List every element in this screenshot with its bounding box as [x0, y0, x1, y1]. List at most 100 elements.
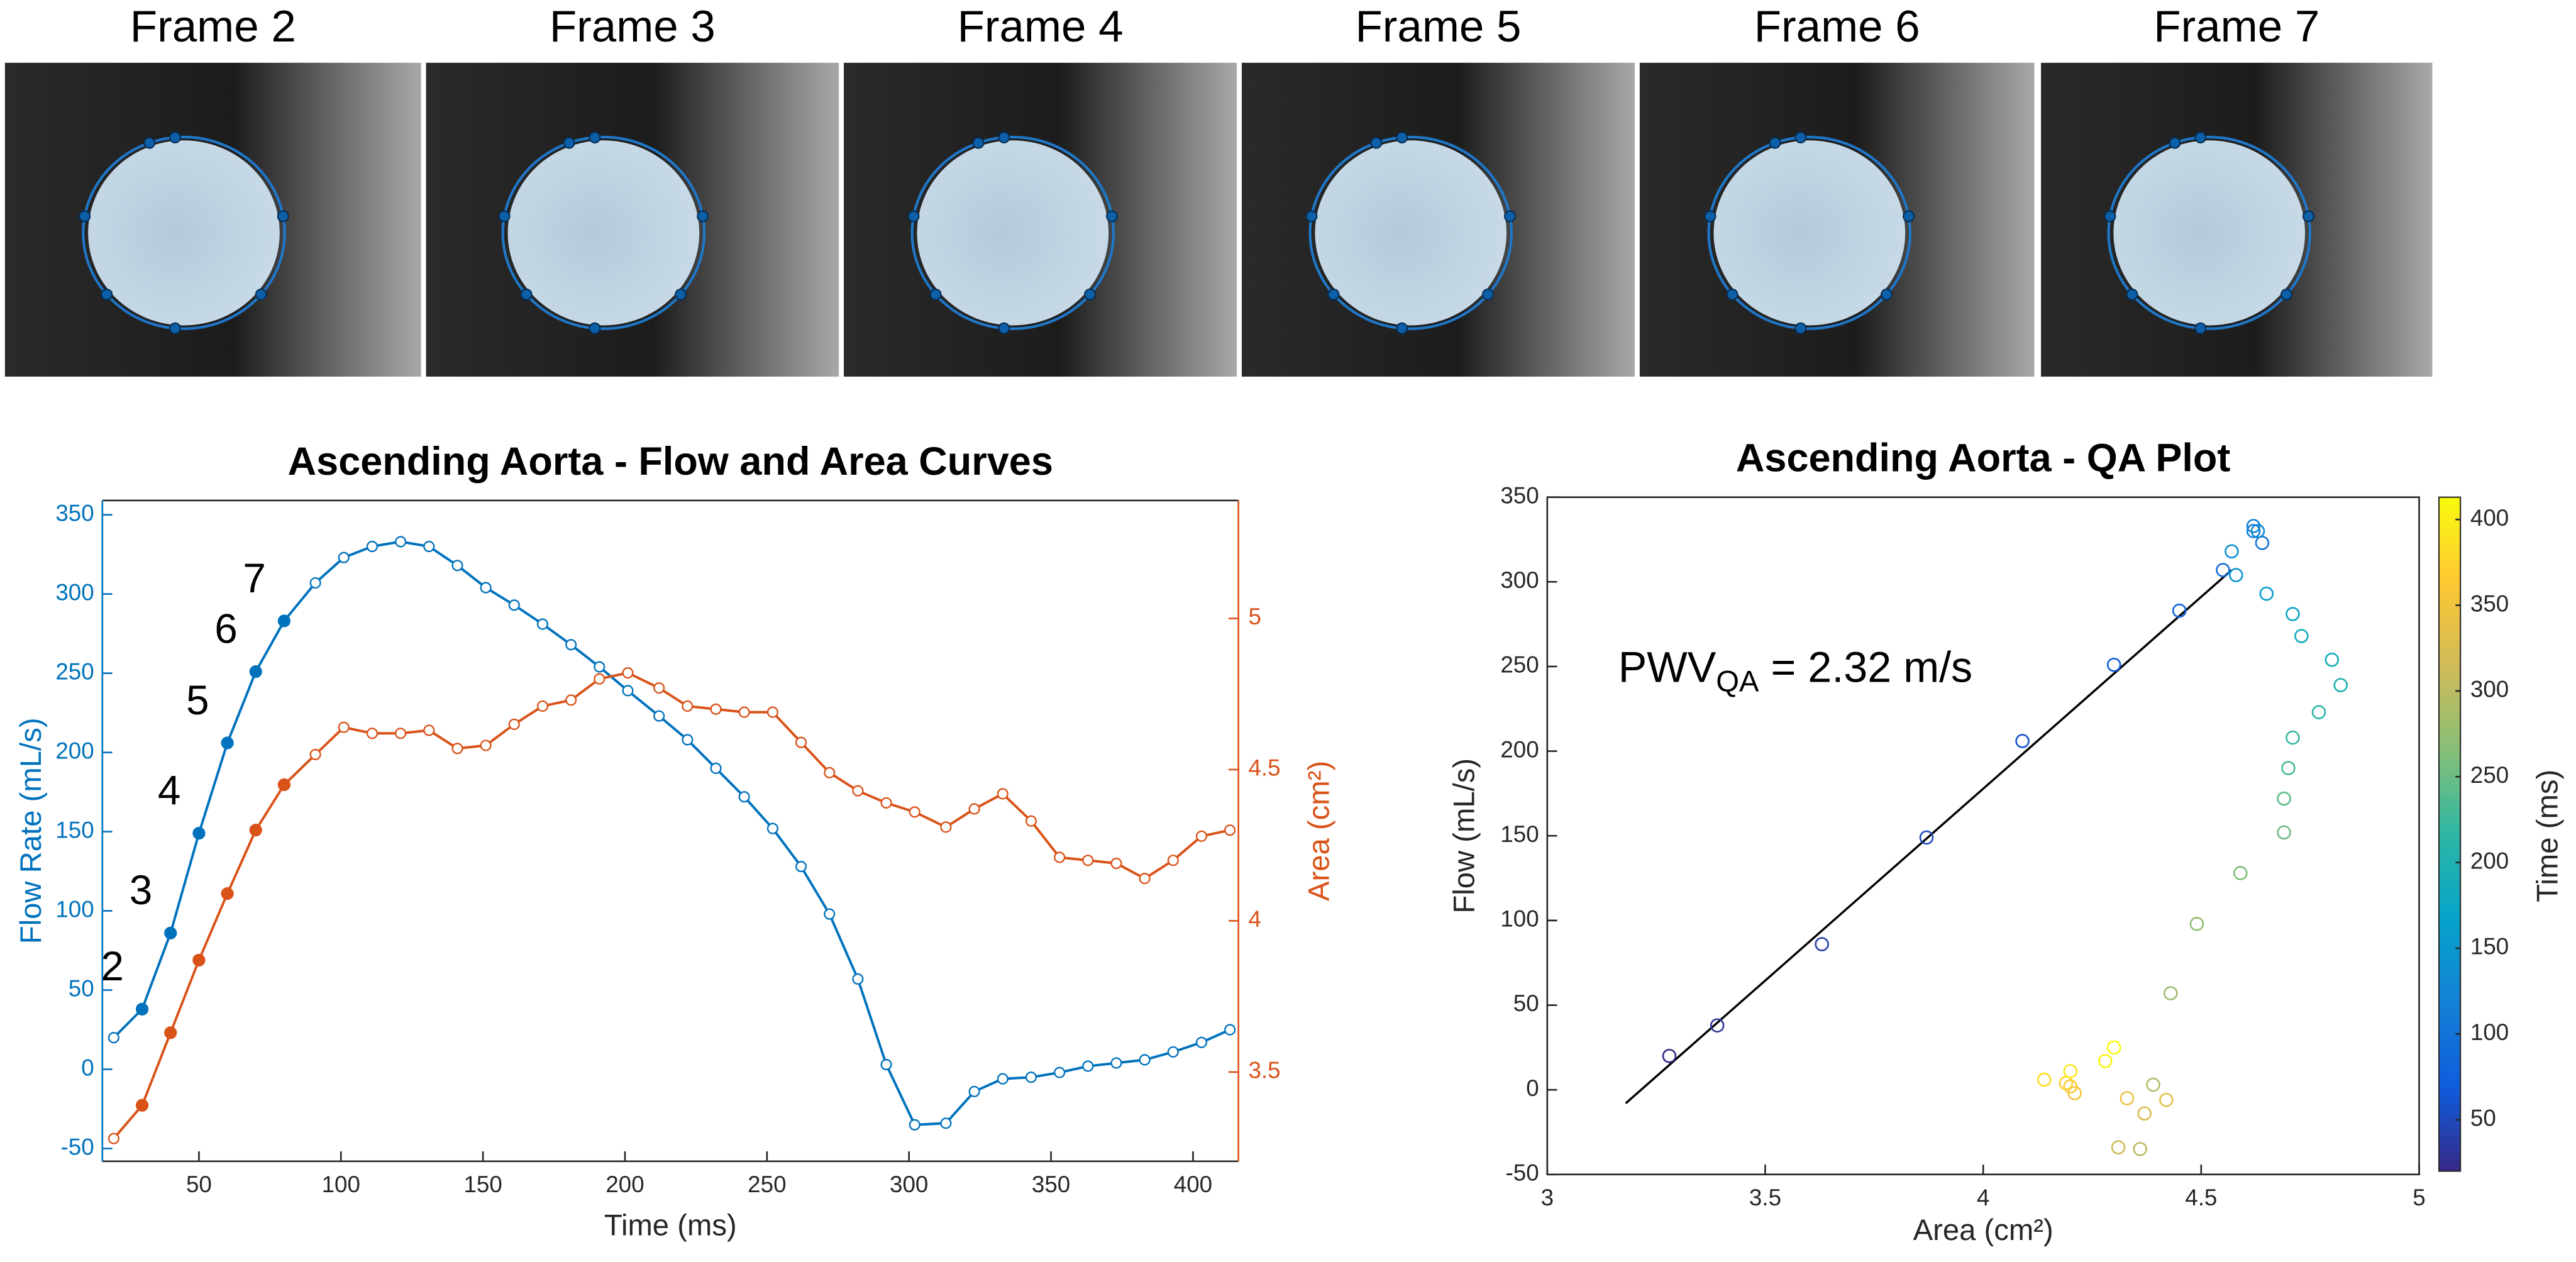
series-line	[113, 540, 1230, 1126]
contour-point	[1482, 288, 1494, 301]
data-point	[824, 908, 836, 920]
colorbar-tick-label: 400	[2470, 505, 2509, 531]
x-axis-label: Time (ms)	[604, 1209, 737, 1242]
data-point	[653, 682, 665, 694]
pwv-value: = 2.32 m/s	[1759, 644, 1973, 692]
x-tick-label: 4.5	[2185, 1185, 2217, 1210]
contour-point	[2169, 136, 2181, 149]
chart-title: Ascending Aorta - Flow and Area Curves	[288, 440, 1053, 484]
contour-point	[1327, 288, 1340, 301]
data-point	[1082, 855, 1094, 866]
y-tick-label: 200	[1500, 736, 1539, 762]
data-point	[852, 785, 864, 797]
contour-point	[998, 131, 1010, 144]
x-tick-label: 400	[1174, 1171, 1212, 1197]
data-point	[277, 614, 291, 628]
x-tick-label: 250	[748, 1171, 786, 1197]
scatter-point	[2277, 791, 2291, 806]
contour-point	[1305, 210, 1318, 223]
data-point	[565, 639, 577, 651]
contour-point	[675, 288, 687, 301]
data-point	[451, 743, 463, 755]
scatter-point	[2277, 825, 2291, 840]
contour-point	[2280, 288, 2292, 301]
contour-point	[589, 322, 601, 335]
data-point	[423, 540, 435, 553]
y-tick-label: 300	[1500, 567, 1539, 593]
data-point	[880, 797, 892, 809]
contour-point	[998, 322, 1010, 335]
frame-label: Frame 3	[550, 2, 716, 52]
data-point	[940, 1117, 952, 1129]
x-tick-label: 300	[890, 1171, 928, 1197]
contour-point	[2302, 210, 2314, 223]
data-point	[423, 724, 435, 736]
data-point	[738, 791, 750, 803]
y-tick-label: 150	[55, 817, 94, 843]
y-tick-label: 350	[55, 500, 94, 526]
data-point	[309, 577, 321, 589]
scatter-point	[2286, 730, 2300, 745]
y-tick-label: 50	[69, 975, 94, 1001]
scatter-point	[2159, 1092, 2174, 1107]
data-point	[277, 778, 291, 792]
data-point	[480, 582, 492, 594]
y-tick-label: 300	[55, 579, 94, 605]
frame-label: Frame 6	[1754, 2, 1920, 52]
scatter-point	[2146, 1077, 2160, 1092]
data-point	[135, 1002, 149, 1016]
contour-point	[589, 131, 601, 144]
data-point	[338, 551, 350, 563]
data-point	[192, 827, 206, 840]
data-point	[594, 673, 605, 685]
y-tick-label: 250	[1500, 652, 1539, 678]
pwv-annotation: PWVQA = 2.32 m/s	[1618, 644, 1972, 699]
scatter-point	[2324, 652, 2340, 667]
data-point	[594, 661, 605, 673]
x-tick-label: 3	[1541, 1185, 1554, 1210]
data-point	[366, 728, 379, 739]
contour-point	[2194, 322, 2207, 335]
data-point	[997, 1073, 1009, 1085]
x-tick-label: 5	[2413, 1185, 2425, 1210]
scatter-point	[2172, 603, 2187, 618]
frame-label: Frame 4	[958, 2, 1124, 52]
scatter-point	[2281, 761, 2296, 775]
y2-axis-label: Area (cm²)	[1303, 761, 1336, 901]
vessel-contour	[501, 135, 706, 330]
data-point	[880, 1058, 892, 1071]
contour-point	[169, 131, 181, 144]
data-point	[968, 1085, 980, 1097]
data-point	[1195, 830, 1208, 842]
data-point	[536, 700, 549, 712]
data-point	[968, 803, 980, 815]
scatter-point	[2137, 1106, 2152, 1121]
colorbar-label: Time (ms)	[2531, 770, 2564, 902]
data-point	[508, 718, 520, 730]
contour-point	[143, 136, 156, 149]
data-point	[1195, 1036, 1208, 1048]
y-tick-label: -50	[61, 1134, 94, 1160]
contour-point	[1396, 131, 1408, 144]
y-tick-label: 0	[81, 1054, 94, 1080]
y2-tick-label: 4	[1248, 906, 1261, 932]
point-annotation: 3	[130, 867, 153, 913]
data-point	[1139, 1054, 1151, 1066]
x-tick-label: 4	[1977, 1185, 1989, 1210]
data-point	[536, 618, 549, 630]
vessel-lumen	[1315, 140, 1507, 326]
colorbar-tick-label: 250	[2470, 762, 2509, 788]
vessel-lumen	[507, 140, 700, 326]
y-axis-label: Flow Rate (mL/s)	[14, 717, 48, 944]
contour-point	[2126, 288, 2138, 301]
vessel-contour	[910, 135, 1115, 330]
vessel-contour	[82, 135, 286, 330]
data-point	[135, 1099, 149, 1112]
vessel-lumen	[88, 140, 280, 326]
scatter-point	[2133, 1142, 2148, 1156]
scatter-point	[2216, 563, 2230, 577]
data-point	[338, 721, 350, 733]
data-point	[508, 599, 520, 611]
data-point	[682, 734, 694, 746]
data-point	[795, 736, 807, 748]
